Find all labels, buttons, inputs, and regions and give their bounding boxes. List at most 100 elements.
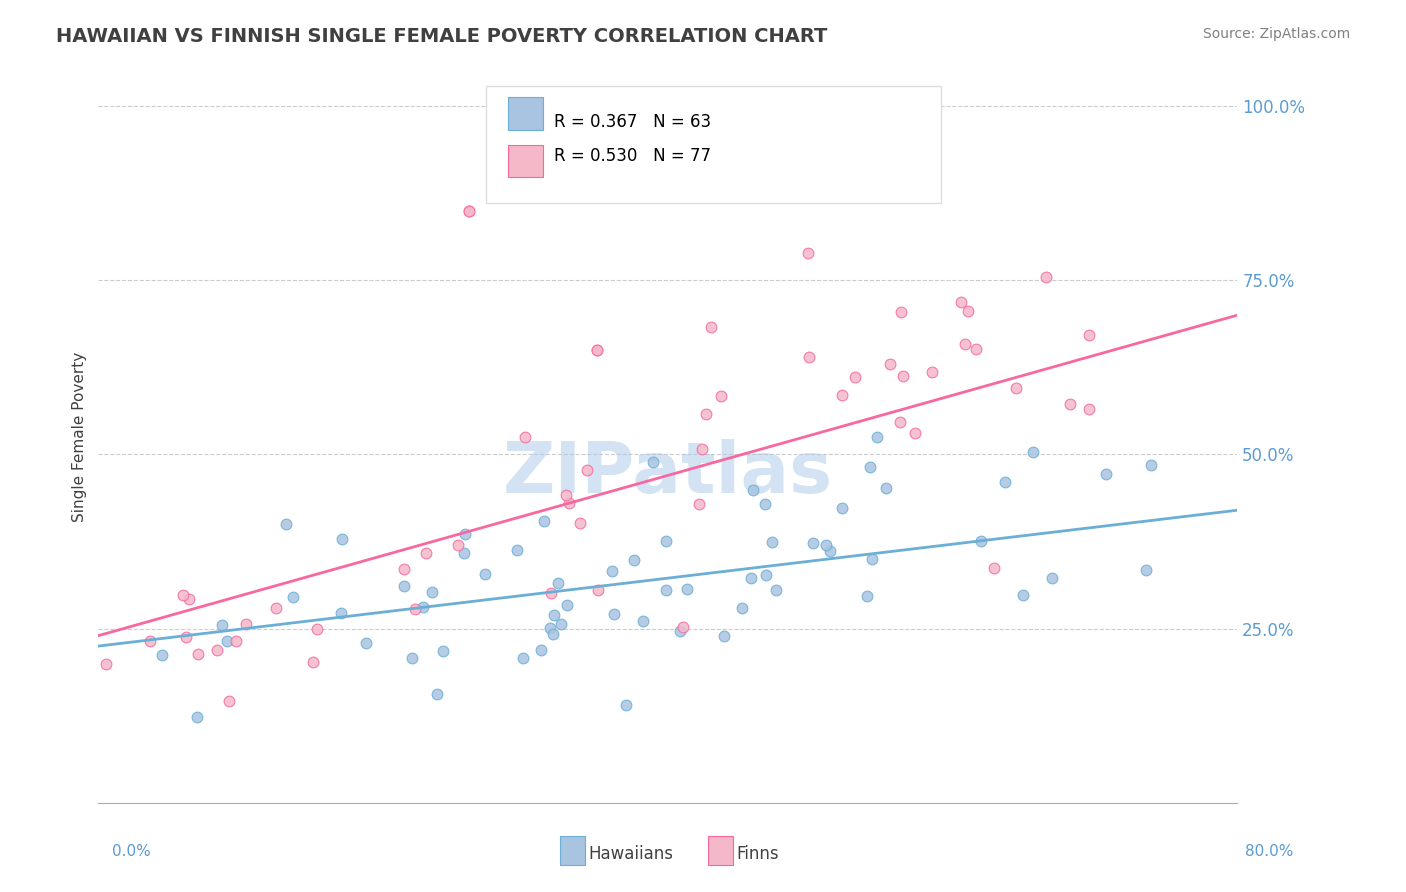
Point xyxy=(904,426,927,441)
Text: 80.0%: 80.0% xyxy=(1246,845,1294,859)
Point xyxy=(217,634,239,648)
Point xyxy=(891,369,914,384)
Point xyxy=(755,568,778,582)
Point xyxy=(543,608,565,623)
Point xyxy=(457,203,479,218)
Point xyxy=(512,650,534,665)
Point xyxy=(669,624,692,638)
Point xyxy=(404,602,426,616)
Point xyxy=(731,601,754,615)
Point xyxy=(506,543,529,558)
Point xyxy=(879,357,901,371)
Point xyxy=(172,588,194,602)
FancyBboxPatch shape xyxy=(560,836,585,865)
Point xyxy=(533,514,555,528)
FancyBboxPatch shape xyxy=(509,97,543,130)
Point xyxy=(994,475,1017,490)
FancyBboxPatch shape xyxy=(707,836,733,865)
Point xyxy=(555,488,578,502)
Point xyxy=(1095,467,1118,481)
Point xyxy=(655,534,678,549)
Point xyxy=(855,589,877,603)
Point xyxy=(957,304,980,318)
Point xyxy=(1022,444,1045,458)
Point xyxy=(603,607,626,621)
Text: 0.0%: 0.0% xyxy=(112,845,152,859)
Point xyxy=(614,698,637,712)
Point xyxy=(741,483,763,497)
Point xyxy=(1077,401,1099,416)
Point xyxy=(264,600,287,615)
Point xyxy=(568,516,591,530)
Point xyxy=(754,498,776,512)
Point xyxy=(623,552,645,566)
Point xyxy=(831,500,853,515)
Point xyxy=(305,623,328,637)
Point xyxy=(330,533,353,547)
Point xyxy=(866,430,889,444)
Point xyxy=(447,538,470,552)
Point xyxy=(1005,381,1028,395)
Point xyxy=(950,294,973,309)
Y-axis label: Single Female Poverty: Single Female Poverty xyxy=(72,352,87,522)
Point xyxy=(1035,269,1057,284)
Text: ZIPatlas: ZIPatlas xyxy=(503,439,832,508)
Point xyxy=(692,442,714,457)
Point xyxy=(302,655,325,669)
Point xyxy=(814,538,837,552)
Point xyxy=(797,351,820,365)
Point xyxy=(415,546,437,560)
Point xyxy=(695,407,717,421)
Point xyxy=(211,618,233,632)
Point xyxy=(329,606,352,620)
Point xyxy=(672,620,695,634)
Point xyxy=(420,584,443,599)
Point xyxy=(983,560,1005,574)
Point xyxy=(831,388,853,402)
Point xyxy=(676,582,699,596)
Point xyxy=(186,710,208,724)
Text: Finns: Finns xyxy=(737,845,779,863)
Point xyxy=(426,688,449,702)
Point xyxy=(1139,458,1161,472)
Point xyxy=(474,566,496,581)
Point xyxy=(1012,588,1035,602)
Point xyxy=(641,455,664,469)
Point xyxy=(513,430,536,444)
Point xyxy=(538,621,561,635)
Point xyxy=(1040,571,1063,585)
Point xyxy=(177,592,200,607)
Point xyxy=(700,320,723,334)
Point xyxy=(225,634,247,648)
Point xyxy=(401,650,423,665)
Text: R = 0.367   N = 63: R = 0.367 N = 63 xyxy=(554,113,711,131)
Point xyxy=(655,583,678,598)
Point xyxy=(139,633,162,648)
Point xyxy=(354,636,377,650)
Point xyxy=(432,644,454,658)
Point xyxy=(801,536,824,550)
Point xyxy=(600,564,623,578)
FancyBboxPatch shape xyxy=(509,145,543,178)
Point xyxy=(1077,328,1099,343)
Point xyxy=(174,630,197,644)
Point xyxy=(218,693,240,707)
Point xyxy=(761,534,783,549)
Point xyxy=(797,246,820,260)
Point xyxy=(965,342,987,356)
Point xyxy=(633,614,655,628)
Point xyxy=(586,582,609,597)
Point xyxy=(688,497,710,511)
Point xyxy=(550,616,572,631)
Point xyxy=(921,365,943,379)
Point xyxy=(394,561,416,575)
Point xyxy=(540,586,562,600)
Point xyxy=(1135,563,1157,577)
Point xyxy=(557,496,579,510)
Point xyxy=(541,627,564,641)
Point xyxy=(575,463,598,477)
Point xyxy=(547,576,569,591)
Point xyxy=(453,546,475,560)
Text: Hawaiians: Hawaiians xyxy=(588,845,673,863)
Point xyxy=(585,343,607,357)
